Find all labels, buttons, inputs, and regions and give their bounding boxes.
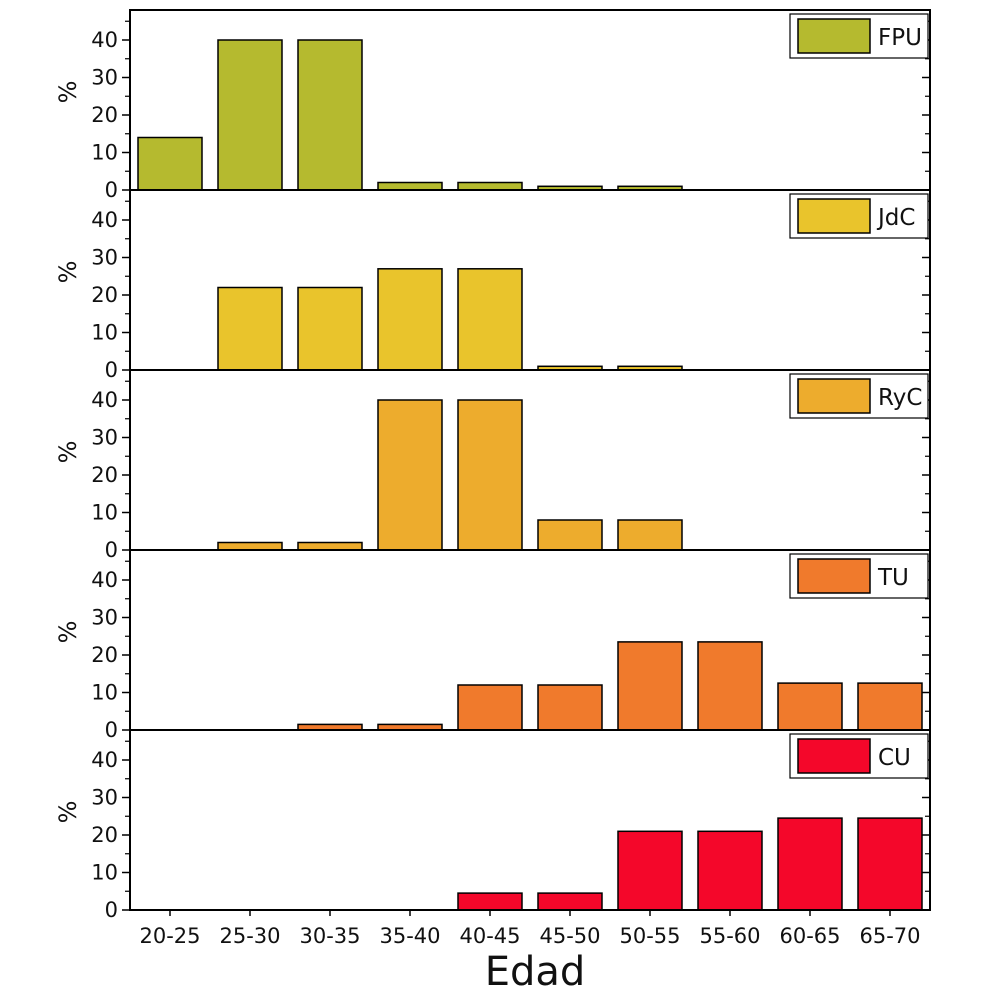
- xtick-label-30-35: 30-35: [299, 924, 360, 948]
- legend-swatch-cu: [797, 738, 871, 774]
- panel-ryc: 0 10 20 30 40% RyC: [54, 369, 931, 562]
- ytick-label-cu-30: 30: [91, 786, 118, 810]
- xtick-label-20-25: 20-25: [139, 924, 200, 948]
- ylabel-cu: %: [54, 801, 82, 824]
- ytick-label-ryc-10: 10: [91, 501, 118, 525]
- xtick-label-35-40: 35-40: [379, 924, 440, 948]
- panel-tu: 0 10 20 30 40% TU: [54, 549, 931, 742]
- bar-ryc-30-35: [297, 541, 363, 551]
- bar-fpu-20-25: [137, 136, 203, 191]
- ylabel-jdc: %: [54, 261, 82, 284]
- xtick-label-65-70: 65-70: [859, 924, 920, 948]
- bar-cu-55-60: [697, 830, 763, 911]
- legend-swatch-jdc: [797, 198, 871, 234]
- bar-jdc-25-30: [217, 286, 283, 371]
- bar-fpu-25-30: [217, 39, 283, 191]
- bar-jdc-40-45: [457, 268, 523, 371]
- ytick-label-fpu-30: 30: [91, 66, 118, 90]
- ytick-label-jdc-0: 0: [105, 358, 118, 382]
- bar-ryc-40-45: [457, 399, 523, 551]
- legend-label-tu: TU: [877, 565, 909, 591]
- bar-fpu-35-40: [377, 181, 443, 191]
- legend-label-ryc: RyC: [878, 385, 922, 411]
- ytick-label-cu-20: 20: [91, 823, 118, 847]
- legend-swatch-tu: [797, 558, 871, 594]
- ytick-label-fpu-0: 0: [105, 178, 118, 202]
- x-axis-label: Edad: [485, 949, 586, 995]
- panel-fpu: 0 10 20 30 40% FPU: [54, 9, 931, 202]
- bar-ryc-25-30: [217, 541, 283, 551]
- ytick-label-tu-40: 40: [91, 568, 118, 592]
- xtick-label-60-65: 60-65: [779, 924, 840, 948]
- bar-jdc-35-40: [377, 268, 443, 371]
- ylabel-fpu: %: [54, 81, 82, 104]
- bar-fpu-30-35: [297, 39, 363, 191]
- panel-frame-cu: [129, 729, 931, 911]
- ylabel-ryc: %: [54, 441, 82, 464]
- xtick-label-55-60: 55-60: [699, 924, 760, 948]
- bar-ryc-45-50: [537, 519, 603, 551]
- ytick-label-jdc-10: 10: [91, 321, 118, 345]
- bar-tu-55-60: [697, 641, 763, 731]
- ytick-label-tu-10: 10: [91, 681, 118, 705]
- ytick-label-tu-20: 20: [91, 643, 118, 667]
- ylabel-tu: %: [54, 621, 82, 644]
- bar-tu-50-55: [617, 641, 683, 731]
- xtick-label-50-55: 50-55: [619, 924, 680, 948]
- bar-jdc-30-35: [297, 286, 363, 371]
- panel-cu: 0 10 20 30 40% CU: [54, 729, 931, 922]
- ytick-label-ryc-0: 0: [105, 538, 118, 562]
- bar-ryc-35-40: [377, 399, 443, 551]
- ytick-label-fpu-40: 40: [91, 28, 118, 52]
- bar-cu-40-45: [457, 892, 523, 911]
- ytick-label-ryc-20: 20: [91, 463, 118, 487]
- ytick-label-cu-10: 10: [91, 861, 118, 885]
- bar-tu-60-65: [777, 682, 843, 731]
- bar-tu-45-50: [537, 684, 603, 731]
- legend-label-jdc: JdC: [876, 205, 915, 231]
- bar-cu-65-70: [857, 817, 923, 911]
- xtick-label-25-30: 25-30: [219, 924, 280, 948]
- ytick-label-jdc-40: 40: [91, 208, 118, 232]
- xtick-label-40-45: 40-45: [459, 924, 520, 948]
- bar-fpu-40-45: [457, 181, 523, 191]
- ytick-label-cu-40: 40: [91, 748, 118, 772]
- bar-ryc-50-55: [617, 519, 683, 551]
- bar-tu-40-45: [457, 684, 523, 731]
- ytick-label-jdc-30: 30: [91, 246, 118, 270]
- legend-swatch-ryc: [797, 378, 871, 414]
- ytick-label-fpu-20: 20: [91, 103, 118, 127]
- ytick-label-jdc-20: 20: [91, 283, 118, 307]
- legend-swatch-fpu: [797, 18, 871, 54]
- legend-label-fpu: FPU: [878, 25, 922, 51]
- ytick-label-fpu-10: 10: [91, 141, 118, 165]
- bar-cu-60-65: [777, 817, 843, 911]
- ytick-label-cu-0: 0: [105, 898, 118, 922]
- ytick-label-tu-0: 0: [105, 718, 118, 742]
- bar-cu-45-50: [537, 892, 603, 911]
- legend-label-cu: CU: [878, 745, 911, 771]
- bar-cu-50-55: [617, 830, 683, 911]
- ytick-label-tu-30: 30: [91, 606, 118, 630]
- ytick-label-ryc-40: 40: [91, 388, 118, 412]
- panel-jdc: 0 10 20 30 40% JdC: [54, 189, 931, 382]
- ytick-label-ryc-30: 30: [91, 426, 118, 450]
- bar-tu-65-70: [857, 682, 923, 731]
- xtick-label-45-50: 45-50: [539, 924, 600, 948]
